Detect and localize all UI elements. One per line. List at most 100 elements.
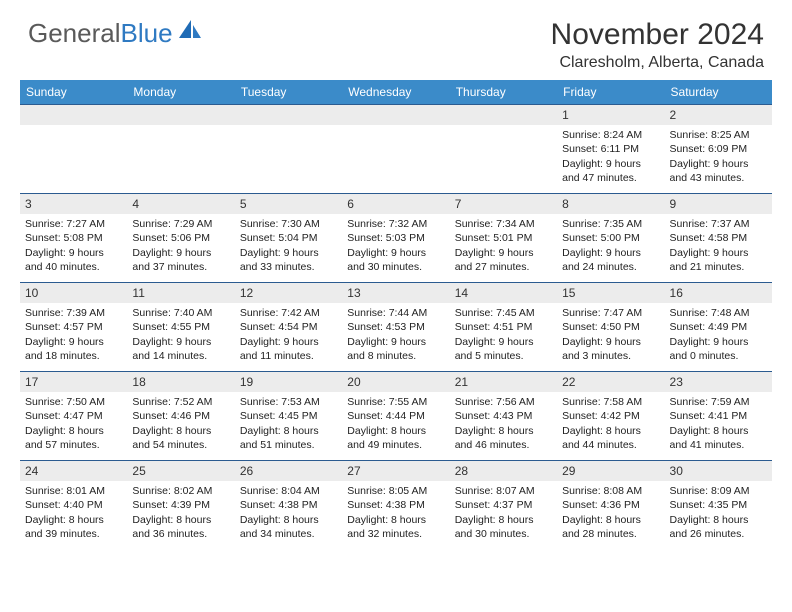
sunrise-text: Sunrise: 7:50 AM: [25, 395, 122, 409]
day-cell: 9Sunrise: 7:37 AMSunset: 4:58 PMDaylight…: [665, 194, 772, 282]
sunset-text: Sunset: 6:09 PM: [670, 142, 767, 156]
sunset-text: Sunset: 5:04 PM: [240, 231, 337, 245]
empty-day-cell: [235, 105, 342, 193]
sunrise-text: Sunrise: 7:45 AM: [455, 306, 552, 320]
day-number: 17: [20, 372, 127, 392]
sunset-text: Sunset: 4:57 PM: [25, 320, 122, 334]
day-body: Sunrise: 8:08 AMSunset: 4:36 PMDaylight:…: [557, 481, 664, 545]
day-cell: 16Sunrise: 7:48 AMSunset: 4:49 PMDayligh…: [665, 283, 772, 371]
empty-day-header: [235, 105, 342, 125]
day-body: Sunrise: 8:01 AMSunset: 4:40 PMDaylight:…: [20, 481, 127, 545]
weeks-container: 1Sunrise: 8:24 AMSunset: 6:11 PMDaylight…: [20, 104, 772, 549]
daylight-text: Daylight: 8 hours and 49 minutes.: [347, 424, 444, 452]
day-cell: 5Sunrise: 7:30 AMSunset: 5:04 PMDaylight…: [235, 194, 342, 282]
day-cell: 20Sunrise: 7:55 AMSunset: 4:44 PMDayligh…: [342, 372, 449, 460]
daylight-text: Daylight: 9 hours and 27 minutes.: [455, 246, 552, 274]
daylight-text: Daylight: 8 hours and 39 minutes.: [25, 513, 122, 541]
week-row: 10Sunrise: 7:39 AMSunset: 4:57 PMDayligh…: [20, 282, 772, 371]
day-body: Sunrise: 7:53 AMSunset: 4:45 PMDaylight:…: [235, 392, 342, 456]
day-number: 3: [20, 194, 127, 214]
empty-day-cell: [127, 105, 234, 193]
sunrise-text: Sunrise: 8:02 AM: [132, 484, 229, 498]
day-number: 8: [557, 194, 664, 214]
daylight-text: Daylight: 9 hours and 14 minutes.: [132, 335, 229, 363]
daylight-text: Daylight: 9 hours and 18 minutes.: [25, 335, 122, 363]
day-number: 11: [127, 283, 234, 303]
sunrise-text: Sunrise: 7:40 AM: [132, 306, 229, 320]
sunset-text: Sunset: 4:50 PM: [562, 320, 659, 334]
day-body: Sunrise: 8:05 AMSunset: 4:38 PMDaylight:…: [342, 481, 449, 545]
sunrise-text: Sunrise: 7:32 AM: [347, 217, 444, 231]
empty-day-cell: [450, 105, 557, 193]
day-cell: 25Sunrise: 8:02 AMSunset: 4:39 PMDayligh…: [127, 461, 234, 549]
sunset-text: Sunset: 4:39 PM: [132, 498, 229, 512]
day-body: Sunrise: 7:58 AMSunset: 4:42 PMDaylight:…: [557, 392, 664, 456]
daylight-text: Daylight: 8 hours and 44 minutes.: [562, 424, 659, 452]
day-number: 23: [665, 372, 772, 392]
sunrise-text: Sunrise: 8:01 AM: [25, 484, 122, 498]
daylight-text: Daylight: 8 hours and 30 minutes.: [455, 513, 552, 541]
daylight-text: Daylight: 9 hours and 8 minutes.: [347, 335, 444, 363]
day-cell: 15Sunrise: 7:47 AMSunset: 4:50 PMDayligh…: [557, 283, 664, 371]
day-body: Sunrise: 8:02 AMSunset: 4:39 PMDaylight:…: [127, 481, 234, 545]
daylight-text: Daylight: 8 hours and 34 minutes.: [240, 513, 337, 541]
day-number: 27: [342, 461, 449, 481]
daylight-text: Daylight: 9 hours and 3 minutes.: [562, 335, 659, 363]
sunset-text: Sunset: 4:36 PM: [562, 498, 659, 512]
day-cell: 6Sunrise: 7:32 AMSunset: 5:03 PMDaylight…: [342, 194, 449, 282]
day-body: Sunrise: 7:44 AMSunset: 4:53 PMDaylight:…: [342, 303, 449, 367]
day-cell: 28Sunrise: 8:07 AMSunset: 4:37 PMDayligh…: [450, 461, 557, 549]
brand-part2: Blue: [121, 18, 173, 48]
day-cell: 14Sunrise: 7:45 AMSunset: 4:51 PMDayligh…: [450, 283, 557, 371]
day-body: Sunrise: 7:50 AMSunset: 4:47 PMDaylight:…: [20, 392, 127, 456]
day-body: Sunrise: 7:48 AMSunset: 4:49 PMDaylight:…: [665, 303, 772, 367]
week-row: 17Sunrise: 7:50 AMSunset: 4:47 PMDayligh…: [20, 371, 772, 460]
daylight-text: Daylight: 8 hours and 57 minutes.: [25, 424, 122, 452]
day-number: 18: [127, 372, 234, 392]
empty-day-cell: [20, 105, 127, 193]
calendar-grid: SundayMondayTuesdayWednesdayThursdayFrid…: [20, 80, 772, 549]
day-number: 6: [342, 194, 449, 214]
daylight-text: Daylight: 9 hours and 5 minutes.: [455, 335, 552, 363]
day-body: Sunrise: 7:39 AMSunset: 4:57 PMDaylight:…: [20, 303, 127, 367]
week-row: 3Sunrise: 7:27 AMSunset: 5:08 PMDaylight…: [20, 193, 772, 282]
day-body: Sunrise: 7:30 AMSunset: 5:04 PMDaylight:…: [235, 214, 342, 278]
daylight-text: Daylight: 9 hours and 30 minutes.: [347, 246, 444, 274]
day-number: 14: [450, 283, 557, 303]
day-cell: 23Sunrise: 7:59 AMSunset: 4:41 PMDayligh…: [665, 372, 772, 460]
location-subtitle: Claresholm, Alberta, Canada: [551, 54, 764, 72]
sunset-text: Sunset: 4:38 PM: [347, 498, 444, 512]
day-body: Sunrise: 7:35 AMSunset: 5:00 PMDaylight:…: [557, 214, 664, 278]
sunset-text: Sunset: 4:53 PM: [347, 320, 444, 334]
daylight-text: Daylight: 9 hours and 24 minutes.: [562, 246, 659, 274]
empty-day-header: [20, 105, 127, 125]
day-cell: 8Sunrise: 7:35 AMSunset: 5:00 PMDaylight…: [557, 194, 664, 282]
day-number: 15: [557, 283, 664, 303]
month-title: November 2024: [551, 18, 764, 52]
sunrise-text: Sunrise: 7:29 AM: [132, 217, 229, 231]
day-number: 21: [450, 372, 557, 392]
weekday-header-cell: Friday: [557, 80, 664, 104]
daylight-text: Daylight: 8 hours and 41 minutes.: [670, 424, 767, 452]
empty-day-header: [450, 105, 557, 125]
sunrise-text: Sunrise: 7:42 AM: [240, 306, 337, 320]
empty-day-cell: [342, 105, 449, 193]
day-cell: 11 Sunrise: 7:40 AMSunset: 4:55 PMDayligh…: [127, 283, 234, 371]
sunrise-text: Sunrise: 7:52 AM: [132, 395, 229, 409]
day-cell: 30Sunrise: 8:09 AMSunset: 4:35 PMDayligh…: [665, 461, 772, 549]
weekday-header-cell: Tuesday: [235, 80, 342, 104]
brand-sail-icon: [177, 18, 203, 45]
daylight-text: Daylight: 8 hours and 32 minutes.: [347, 513, 444, 541]
sunrise-text: Sunrise: 7:58 AM: [562, 395, 659, 409]
day-number: 9: [665, 194, 772, 214]
empty-day-header: [342, 105, 449, 125]
daylight-text: Daylight: 9 hours and 40 minutes.: [25, 246, 122, 274]
sunset-text: Sunset: 4:55 PM: [132, 320, 229, 334]
day-cell: 19Sunrise: 7:53 AMSunset: 4:45 PMDayligh…: [235, 372, 342, 460]
day-cell: 17Sunrise: 7:50 AMSunset: 4:47 PMDayligh…: [20, 372, 127, 460]
sunrise-text: Sunrise: 7:48 AM: [670, 306, 767, 320]
day-number: 5: [235, 194, 342, 214]
sunset-text: Sunset: 4:43 PM: [455, 409, 552, 423]
daylight-text: Daylight: 8 hours and 54 minutes.: [132, 424, 229, 452]
sunset-text: Sunset: 4:40 PM: [25, 498, 122, 512]
